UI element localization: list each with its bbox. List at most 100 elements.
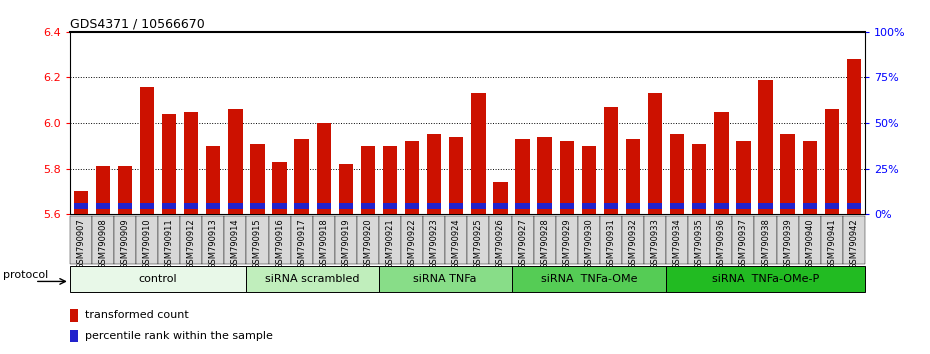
Bar	[184, 203, 198, 209]
Bar	[427, 135, 442, 214]
Text: GSM790908: GSM790908	[99, 218, 107, 269]
Bar	[780, 203, 795, 209]
Bar	[843, 216, 865, 264]
Bar	[644, 216, 666, 264]
Bar	[512, 266, 666, 292]
Text: siRNA TNFa: siRNA TNFa	[414, 274, 477, 284]
Text: GSM790910: GSM790910	[142, 218, 152, 269]
Bar	[361, 146, 375, 214]
Bar	[733, 216, 754, 264]
Bar	[846, 59, 861, 214]
Text: GSM790927: GSM790927	[518, 218, 527, 269]
Bar	[648, 93, 662, 214]
Bar	[383, 203, 397, 209]
Bar	[538, 137, 551, 214]
Bar	[203, 216, 224, 264]
Bar	[799, 216, 820, 264]
Bar	[272, 203, 286, 209]
Bar	[405, 141, 419, 214]
Text: GSM790932: GSM790932	[629, 218, 637, 269]
Bar	[427, 203, 442, 209]
Bar	[70, 266, 246, 292]
Bar	[269, 216, 290, 264]
Bar	[250, 143, 265, 214]
Bar	[846, 203, 861, 209]
Bar	[445, 216, 467, 264]
Bar	[560, 141, 574, 214]
Text: GSM790923: GSM790923	[430, 218, 439, 269]
Text: percentile rank within the sample: percentile rank within the sample	[85, 331, 273, 341]
Text: GSM790942: GSM790942	[849, 218, 858, 269]
Bar	[820, 216, 843, 264]
Bar	[777, 216, 799, 264]
Bar	[180, 216, 202, 264]
Bar	[803, 141, 817, 214]
Bar	[555, 216, 578, 264]
Text: GSM790938: GSM790938	[761, 218, 770, 269]
Bar	[206, 203, 220, 209]
Text: siRNA scrambled: siRNA scrambled	[265, 274, 360, 284]
Bar	[70, 309, 78, 321]
Text: GSM790940: GSM790940	[805, 218, 814, 269]
Bar	[578, 216, 600, 264]
Bar	[272, 162, 286, 214]
Bar	[600, 216, 622, 264]
Bar	[295, 203, 309, 209]
Text: GSM790933: GSM790933	[651, 218, 659, 269]
Bar	[534, 216, 555, 264]
Bar	[666, 216, 688, 264]
Text: GSM790920: GSM790920	[364, 218, 372, 269]
Text: GSM790909: GSM790909	[121, 218, 129, 269]
Text: GSM790936: GSM790936	[717, 218, 725, 269]
Text: GSM790925: GSM790925	[474, 218, 483, 269]
Bar	[489, 216, 512, 264]
Bar	[472, 93, 485, 214]
Bar	[737, 203, 751, 209]
Bar	[692, 143, 707, 214]
Bar	[493, 203, 508, 209]
Bar	[184, 112, 198, 214]
Bar	[228, 109, 243, 214]
Bar	[118, 166, 132, 214]
Bar	[648, 203, 662, 209]
Bar	[449, 137, 463, 214]
Bar	[96, 203, 110, 209]
Bar	[335, 216, 357, 264]
Bar	[825, 203, 839, 209]
Bar	[515, 203, 530, 209]
Bar	[250, 203, 265, 209]
Text: GSM790918: GSM790918	[319, 218, 328, 269]
Bar	[626, 203, 640, 209]
Bar	[622, 216, 644, 264]
Bar	[113, 216, 136, 264]
Bar	[405, 203, 419, 209]
Text: control: control	[139, 274, 178, 284]
Bar	[825, 109, 839, 214]
Bar	[224, 216, 246, 264]
Text: GSM790934: GSM790934	[672, 218, 682, 269]
Bar	[70, 330, 78, 342]
Bar	[472, 203, 485, 209]
Bar	[692, 203, 707, 209]
Bar	[604, 107, 618, 214]
Text: GSM790916: GSM790916	[275, 218, 284, 269]
Text: GSM790912: GSM790912	[187, 218, 195, 269]
Bar	[140, 87, 154, 214]
Bar	[467, 216, 489, 264]
Bar	[688, 216, 711, 264]
Text: GSM790914: GSM790914	[231, 218, 240, 269]
Bar	[228, 203, 243, 209]
Bar	[512, 216, 534, 264]
Bar	[96, 166, 110, 214]
Text: GSM790921: GSM790921	[386, 218, 394, 269]
Text: siRNA  TNFa-OMe: siRNA TNFa-OMe	[540, 274, 637, 284]
Bar	[714, 203, 728, 209]
Bar	[339, 203, 353, 209]
Bar	[754, 216, 777, 264]
Bar	[140, 203, 154, 209]
Text: GSM790929: GSM790929	[563, 218, 571, 269]
Bar	[206, 146, 220, 214]
Bar	[449, 203, 463, 209]
Bar	[515, 139, 530, 214]
Bar	[339, 164, 353, 214]
